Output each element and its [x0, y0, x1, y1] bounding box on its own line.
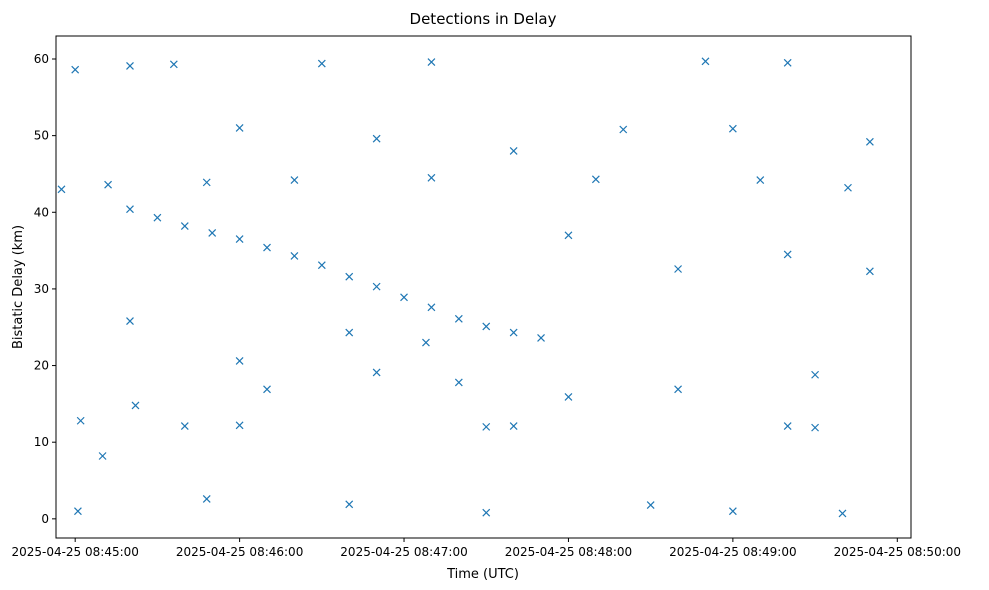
- data-point: [76, 416, 85, 425]
- y-axis: 0 10 20 30 40 50 60: [34, 52, 56, 526]
- data-point: [345, 328, 354, 337]
- data-point: [73, 507, 82, 516]
- x-tick-label: 2025-04-25 08:48:00: [505, 545, 632, 559]
- data-point: [728, 507, 737, 516]
- data-point: [400, 293, 408, 302]
- data-point: [131, 401, 140, 410]
- data-point: [701, 57, 710, 66]
- data-point: [564, 231, 573, 240]
- data-point: [537, 334, 545, 342]
- data-points: [57, 57, 874, 518]
- data-point: [235, 124, 244, 132]
- data-point: [235, 421, 244, 430]
- y-tick-label: 30: [34, 282, 49, 296]
- y-tick-label: 20: [34, 359, 49, 373]
- data-point: [509, 147, 518, 155]
- data-point: [126, 205, 134, 214]
- data-point: [290, 176, 299, 185]
- x-tick-label: 2025-04-25 08:47:00: [340, 545, 467, 559]
- data-point: [263, 243, 271, 252]
- data-point: [811, 370, 820, 379]
- data-point: [263, 385, 271, 394]
- plot-frame: [55, 35, 912, 539]
- data-point: [71, 65, 80, 74]
- data-point: [180, 422, 189, 431]
- data-point: [180, 222, 189, 230]
- data-point: [674, 265, 682, 273]
- data-point: [345, 500, 354, 509]
- data-point: [202, 494, 211, 503]
- data-point: [372, 134, 381, 143]
- data-point: [454, 314, 463, 323]
- y-tick-label: 0: [41, 512, 49, 526]
- data-point: [509, 328, 518, 337]
- data-point: [427, 58, 436, 66]
- data-point: [756, 176, 765, 185]
- data-point: [482, 422, 491, 431]
- data-point: [482, 508, 491, 517]
- y-tick-label: 40: [34, 205, 49, 219]
- data-point: [208, 229, 217, 237]
- data-point: [202, 178, 211, 187]
- data-point: [783, 58, 792, 67]
- data-point: [126, 317, 134, 326]
- x-axis: 2025-04-25 08:45:00 2025-04-25 08:46:00 20…: [11, 538, 961, 559]
- data-point: [372, 368, 381, 377]
- data-point: [619, 125, 628, 134]
- data-point: [427, 173, 436, 182]
- data-point: [728, 124, 737, 133]
- x-tick-label: 2025-04-25 08:49:00: [669, 545, 796, 559]
- data-point: [427, 303, 436, 312]
- x-tick-label: 2025-04-25 08:46:00: [176, 545, 303, 559]
- y-tick-label: 10: [34, 435, 49, 449]
- data-point: [169, 60, 178, 69]
- y-axis-label: Bistatic Delay (km): [11, 225, 26, 349]
- data-point: [290, 252, 299, 260]
- data-point: [509, 422, 518, 431]
- data-point: [838, 509, 847, 518]
- x-tick-label: 2025-04-25 08:50:00: [834, 545, 961, 559]
- y-tick-label: 50: [34, 129, 49, 143]
- data-point: [104, 180, 112, 189]
- x-axis-label: Time (UTC): [446, 567, 519, 582]
- data-point: [674, 385, 682, 394]
- y-tick-label: 60: [34, 52, 49, 66]
- data-point: [454, 378, 463, 387]
- x-tick-label: 2025-04-25 08:45:00: [11, 545, 138, 559]
- data-point: [591, 175, 600, 184]
- data-point: [57, 185, 66, 194]
- data-point: [422, 338, 430, 347]
- data-point: [646, 501, 655, 509]
- data-point: [153, 213, 162, 222]
- data-point: [482, 322, 491, 331]
- data-point: [783, 422, 792, 431]
- data-point: [345, 272, 354, 281]
- data-point: [865, 137, 874, 146]
- data-point: [372, 282, 381, 291]
- data-point: [317, 261, 326, 270]
- data-point: [865, 267, 874, 276]
- data-point: [235, 235, 244, 244]
- data-point: [126, 61, 134, 70]
- data-point: [811, 423, 820, 432]
- data-point: [844, 183, 852, 192]
- data-point: [98, 452, 107, 460]
- data-point: [783, 250, 792, 259]
- data-point: [317, 59, 326, 68]
- chart-title: Detections in Delay: [410, 10, 557, 28]
- data-point: [235, 357, 244, 365]
- data-point: [564, 393, 573, 401]
